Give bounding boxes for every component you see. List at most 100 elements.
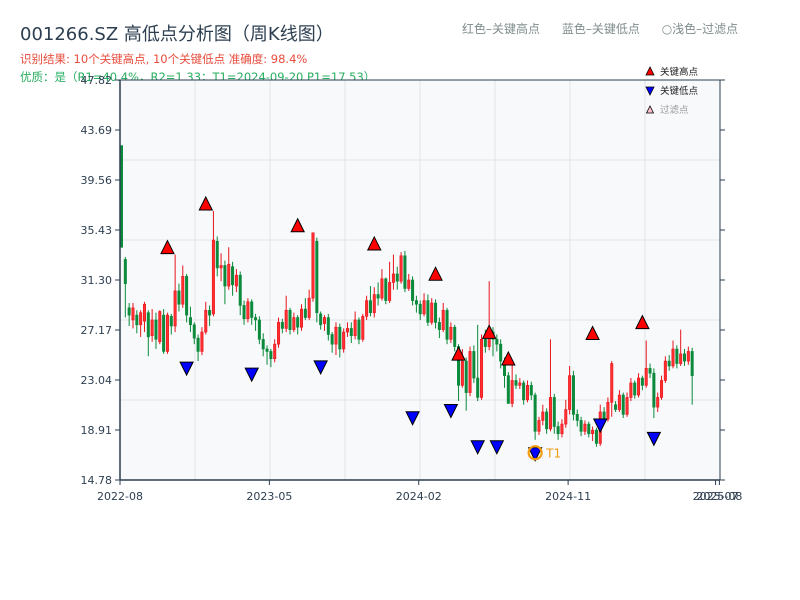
key-high-marker bbox=[428, 266, 443, 281]
candle-body bbox=[280, 322, 284, 329]
candle-body bbox=[545, 411, 549, 430]
candle-body bbox=[192, 324, 196, 339]
candle-body bbox=[296, 317, 300, 328]
x-tick-label: 2025-07 bbox=[693, 490, 739, 503]
candle-body bbox=[495, 339, 499, 345]
candle-body bbox=[411, 279, 415, 301]
candle-body bbox=[315, 240, 319, 313]
candle-body bbox=[468, 351, 472, 393]
candle-body bbox=[667, 360, 671, 367]
candle-body bbox=[671, 348, 675, 367]
candle-body bbox=[460, 360, 464, 386]
candle-body bbox=[334, 326, 338, 345]
candle-body bbox=[449, 326, 453, 340]
candle-body bbox=[322, 317, 326, 324]
candle-body bbox=[277, 322, 281, 345]
key-low-marker bbox=[405, 411, 420, 426]
key-point-markers: T1 bbox=[160, 195, 662, 462]
candle-body bbox=[265, 348, 269, 352]
candle-body bbox=[388, 282, 392, 301]
candle-body bbox=[552, 397, 556, 427]
axes: 14.78 18.91 23.04 27.17 31.30 35.43 39.56 43.69… bbox=[81, 74, 743, 503]
key-high-marker bbox=[635, 314, 650, 330]
candle-body bbox=[215, 240, 219, 269]
candle-body bbox=[422, 300, 426, 315]
candle-body bbox=[311, 232, 315, 299]
candle-body bbox=[326, 317, 330, 335]
legend-blue-key-low: 蓝色–关键低点 bbox=[561, 22, 640, 36]
candle-body bbox=[399, 255, 403, 282]
candle-body bbox=[242, 305, 246, 320]
candle-body bbox=[568, 375, 572, 410]
candle-body bbox=[303, 308, 307, 318]
candle-body bbox=[353, 319, 357, 336]
candle-body bbox=[648, 368, 652, 374]
candle-body bbox=[430, 302, 434, 323]
candle-body bbox=[499, 343, 503, 362]
candle-body bbox=[583, 423, 587, 432]
legend-filtered-icon bbox=[645, 105, 655, 114]
candle-body bbox=[679, 353, 683, 364]
y-tick-label: 47.82 bbox=[81, 74, 113, 87]
candle-body bbox=[372, 294, 376, 313]
candle-body bbox=[146, 312, 150, 338]
key-high-marker bbox=[481, 324, 497, 339]
candle-body bbox=[414, 300, 418, 305]
key-low-marker bbox=[592, 418, 608, 434]
candle-body bbox=[644, 368, 648, 386]
candle-body bbox=[196, 337, 200, 352]
candle-body bbox=[200, 331, 204, 352]
chart-title: 001266.SZ 高低点分析图（周K线图） bbox=[20, 24, 334, 45]
candle-body bbox=[150, 319, 154, 336]
candle-body bbox=[338, 326, 342, 350]
candle-body bbox=[591, 429, 595, 435]
candle-body bbox=[437, 322, 441, 330]
candle-body bbox=[518, 382, 522, 386]
candle-body bbox=[345, 328, 349, 333]
candle-body bbox=[533, 394, 537, 432]
y-tick-label: 39.56 bbox=[81, 174, 113, 187]
candle-body bbox=[617, 394, 621, 410]
candle-body bbox=[621, 394, 625, 415]
candle-body bbox=[211, 239, 215, 315]
candle-body bbox=[185, 276, 189, 316]
candle-body bbox=[541, 411, 545, 421]
candle-body bbox=[231, 266, 235, 286]
candle-body bbox=[640, 377, 644, 386]
candle-body bbox=[142, 303, 146, 322]
candle-body bbox=[548, 397, 552, 430]
candle-body bbox=[606, 401, 610, 420]
candle-body bbox=[675, 348, 679, 364]
key-low-marker bbox=[646, 431, 662, 447]
x-tick-label: 2024-11 bbox=[545, 490, 591, 503]
candle-body bbox=[483, 339, 487, 347]
candle-body bbox=[587, 423, 591, 435]
candle-body bbox=[261, 339, 265, 350]
candle-body bbox=[560, 423, 564, 435]
candle-body bbox=[575, 414, 579, 421]
grid-lines bbox=[120, 80, 720, 480]
candle-body bbox=[154, 319, 158, 340]
candle-body bbox=[208, 309, 212, 316]
candle-body bbox=[307, 297, 311, 318]
candle-body bbox=[288, 309, 292, 330]
candle-body bbox=[131, 307, 135, 321]
candle-body bbox=[537, 420, 541, 432]
candle-body bbox=[510, 380, 514, 404]
key-high-marker bbox=[198, 195, 214, 211]
candle-body bbox=[300, 308, 304, 328]
key-high-marker bbox=[160, 239, 175, 255]
key-low-marker bbox=[443, 403, 459, 419]
candle-body bbox=[407, 279, 411, 289]
color-legend: 红色–关键高点 蓝色–关键低点 ○浅色–过滤点 bbox=[462, 20, 738, 37]
candle-body bbox=[139, 312, 143, 326]
candle-body bbox=[349, 328, 353, 336]
x-tick-label: 2022-08 bbox=[97, 490, 143, 503]
candle-body bbox=[434, 302, 438, 323]
candle-body bbox=[368, 300, 372, 313]
candle-body bbox=[361, 316, 365, 340]
legend-key-low-icon bbox=[645, 86, 655, 96]
candle-body bbox=[594, 429, 598, 444]
candle-body bbox=[660, 380, 664, 398]
